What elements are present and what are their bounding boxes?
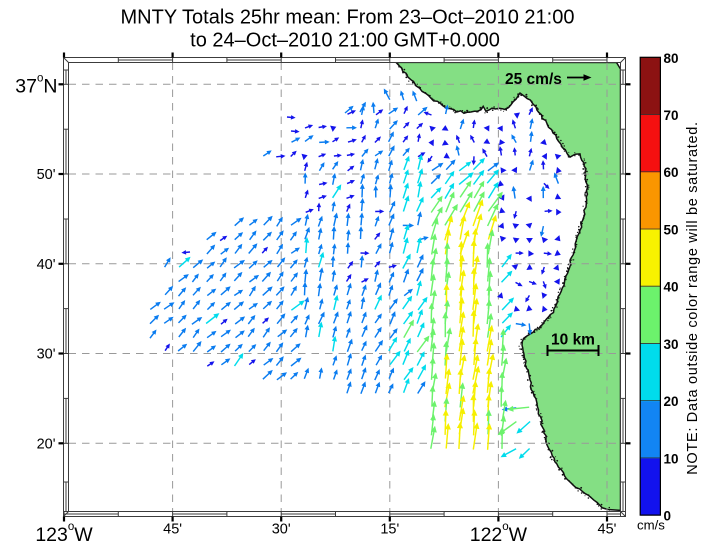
svg-text:60: 60 <box>664 165 679 180</box>
svg-text:MNTY Totals 25hr mean: From 23: MNTY Totals 25hr mean: From 23–Oct–2010 … <box>121 6 575 28</box>
svg-text:30': 30' <box>37 347 56 363</box>
svg-text:0: 0 <box>664 509 672 524</box>
svg-text:50: 50 <box>664 223 679 238</box>
svg-text:40': 40' <box>37 257 56 273</box>
svg-text:cm/s: cm/s <box>637 518 665 533</box>
svg-text:10: 10 <box>664 451 679 466</box>
svg-text:25 cm/s: 25 cm/s <box>505 71 562 88</box>
svg-text:10 km: 10 km <box>551 332 595 349</box>
svg-text:50': 50' <box>37 167 56 183</box>
svg-text:80: 80 <box>664 51 679 66</box>
svg-text:20: 20 <box>664 394 679 409</box>
svg-text:30: 30 <box>664 337 679 352</box>
svg-text:30': 30' <box>272 522 291 538</box>
svg-text:70: 70 <box>664 108 679 123</box>
svg-text:122oW: 122oW <box>470 521 528 546</box>
svg-text:15': 15' <box>380 522 399 538</box>
svg-text:45': 45' <box>163 522 182 538</box>
svg-text:45': 45' <box>598 522 617 538</box>
svg-text:to 24–Oct–2010 21:00 GMT+0.000: to 24–Oct–2010 21:00 GMT+0.000 <box>190 30 500 52</box>
svg-text:37oN: 37oN <box>15 73 57 98</box>
svg-text:20': 20' <box>37 437 56 453</box>
svg-text:123oW: 123oW <box>35 521 93 546</box>
svg-text:NOTE: Data outside color range: NOTE: Data outside color range will be s… <box>685 121 701 474</box>
svg-text:40: 40 <box>664 280 679 295</box>
